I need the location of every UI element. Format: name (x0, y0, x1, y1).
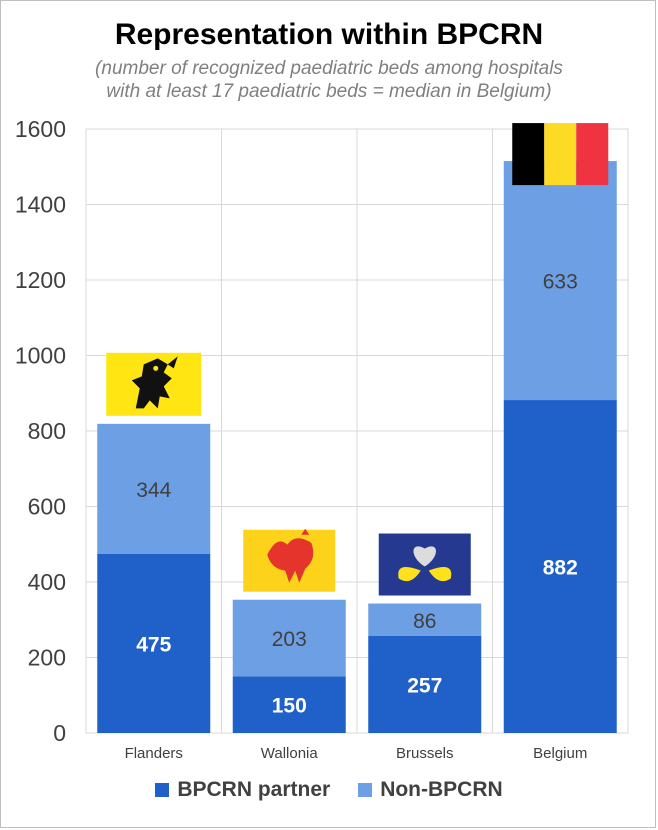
bar-non-bpcrn (232, 599, 346, 677)
data-label-non-partner: 633 (543, 271, 578, 294)
x-tick-label: Brussels (396, 745, 454, 762)
y-tick-label: 400 (28, 569, 66, 595)
y-tick-label: 0 (53, 720, 66, 746)
data-label-partner: 475 (136, 633, 171, 656)
data-label-non-partner: 344 (136, 479, 171, 502)
wallonia-rooster-flag-icon (243, 528, 336, 592)
legend-item-partner: BPCRN partner (155, 778, 330, 802)
flag-stripe-black (512, 123, 545, 186)
bar-non-bpcrn (97, 423, 211, 554)
iris-right-petal (428, 566, 452, 582)
rooster-comb (301, 528, 310, 535)
belgium-flag-icon (512, 123, 609, 186)
bar-bpcrn-partner (232, 676, 346, 733)
legend-item-non-partner: Non-BPCRN (358, 778, 503, 802)
bar-non-bpcrn (368, 603, 482, 636)
y-tick-label: 1600 (15, 116, 66, 142)
legend-label-partner: BPCRN partner (177, 778, 331, 801)
y-tick-label: 1200 (15, 267, 66, 293)
bar-bpcrn-partner (97, 553, 211, 733)
brussels-iris-flag-icon (378, 533, 471, 596)
iris-left-petal (398, 566, 421, 582)
rooster-body (267, 538, 314, 583)
data-label-partner: 257 (407, 674, 442, 697)
bar-bpcrn-partner (368, 635, 482, 733)
chart-subtitle-line-1: (number of recognized paediatric beds am… (95, 58, 563, 79)
lion-body (131, 358, 172, 409)
bar-non-bpcrn (503, 161, 617, 401)
flanders-lion-flag-icon (106, 352, 202, 416)
bar-bpcrn-partner (503, 400, 617, 733)
y-tick-label: 600 (28, 494, 66, 520)
data-label-partner: 882 (543, 557, 578, 580)
legend-swatch-partner (155, 783, 170, 797)
iris-heart (413, 546, 437, 567)
chart-title: Representation within BPCRN (114, 18, 544, 51)
legend: BPCRN partner Non-BPCRN (0, 778, 658, 802)
y-tick-label: 800 (28, 418, 66, 444)
x-tick-label: Flanders (125, 745, 183, 762)
lion-eye (153, 365, 159, 371)
lion-tail (167, 356, 178, 369)
data-label-non-partner: 203 (272, 628, 307, 651)
data-label-non-partner: 86 (413, 610, 436, 633)
flag-stripe-yellow (544, 123, 577, 186)
x-tick-label: Wallonia (261, 745, 319, 762)
stacked-bar-chart: 0 200 400 600 800 1000 1200 1400 1600 475 344 Fland… (15, 116, 629, 762)
y-tick-label: 1000 (15, 343, 66, 369)
y-tick-label: 200 (28, 645, 66, 671)
x-tick-label: Belgium (533, 745, 587, 762)
data-label-partner: 150 (272, 695, 307, 718)
y-tick-label: 1400 (15, 192, 66, 218)
flag-stripe-red (576, 123, 609, 186)
chart-subtitle-line-2: with at least 17 paediatric beds = media… (106, 81, 552, 102)
legend-label-non-partner: Non-BPCRN (380, 778, 503, 801)
legend-swatch-non-partner (358, 783, 373, 797)
